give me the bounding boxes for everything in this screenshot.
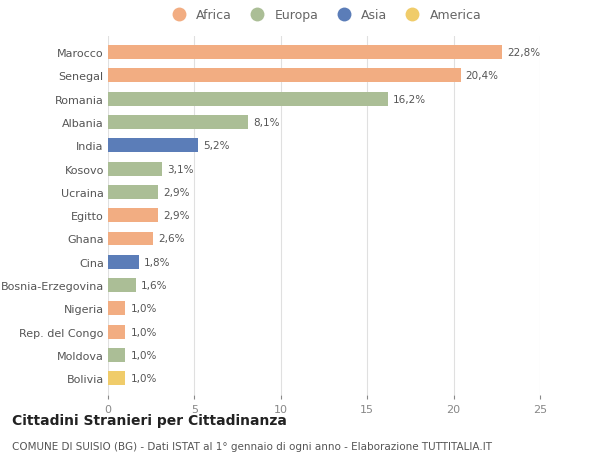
Text: Cittadini Stranieri per Cittadinanza: Cittadini Stranieri per Cittadinanza [12,413,287,427]
Bar [108,185,158,200]
Legend: Africa, Europa, Asia, America: Africa, Europa, Asia, America [161,4,487,27]
Bar [108,325,125,339]
Bar [108,162,161,176]
Bar [108,139,198,153]
Text: 1,6%: 1,6% [141,280,167,291]
Bar [108,371,125,386]
Text: 1,0%: 1,0% [130,327,157,337]
Bar [108,116,248,130]
Text: 3,1%: 3,1% [167,164,193,174]
Text: 1,0%: 1,0% [130,304,157,313]
Bar [108,255,139,269]
Bar [108,69,461,83]
Bar [108,302,125,316]
Bar [108,232,153,246]
Text: 1,8%: 1,8% [144,257,171,267]
Bar [108,209,158,223]
Bar [108,279,136,292]
Text: 16,2%: 16,2% [393,95,426,105]
Text: 20,4%: 20,4% [466,71,499,81]
Text: 2,9%: 2,9% [163,211,190,221]
Text: COMUNE DI SUISIO (BG) - Dati ISTAT al 1° gennaio di ogni anno - Elaborazione TUT: COMUNE DI SUISIO (BG) - Dati ISTAT al 1°… [12,441,492,451]
Text: 1,0%: 1,0% [130,350,157,360]
Text: 8,1%: 8,1% [253,118,280,128]
Text: 22,8%: 22,8% [507,48,540,58]
Bar [108,348,125,362]
Bar [108,46,502,60]
Bar [108,93,388,106]
Text: 2,9%: 2,9% [163,187,190,197]
Text: 5,2%: 5,2% [203,141,230,151]
Text: 2,6%: 2,6% [158,234,185,244]
Text: 1,0%: 1,0% [130,374,157,383]
